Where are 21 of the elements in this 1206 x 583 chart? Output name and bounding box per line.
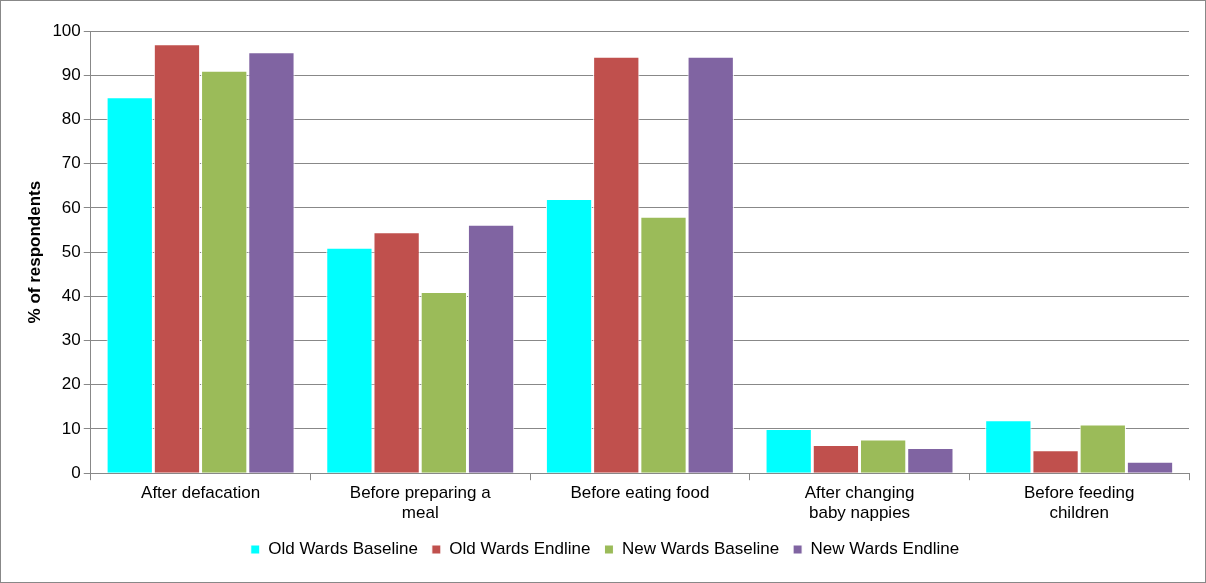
y-tick-label: 40 bbox=[61, 286, 81, 306]
y-tick-label: 30 bbox=[61, 330, 81, 350]
x-tick-label: Before feeding children bbox=[1023, 483, 1135, 523]
y-tick-label: 50 bbox=[61, 241, 81, 261]
x-tick-label: After changing baby nappies bbox=[804, 483, 915, 523]
y-tick-label: 60 bbox=[61, 197, 81, 217]
legend-label: New Wards Endline bbox=[810, 539, 960, 559]
y-tick-label: 100 bbox=[52, 20, 81, 40]
y-tick-label: 80 bbox=[61, 109, 81, 129]
y-tick-label: 20 bbox=[61, 374, 81, 394]
y-tick-label: 0 bbox=[71, 462, 81, 482]
y-tick-label: 10 bbox=[61, 418, 81, 438]
y-axis-title: % of respondents bbox=[24, 180, 44, 324]
y-tick-label: 90 bbox=[61, 64, 81, 84]
x-tick-label: After defacation bbox=[141, 483, 261, 503]
x-tick-label: Before preparing a meal bbox=[349, 483, 492, 523]
x-tick-label: Before eating food bbox=[570, 483, 710, 503]
legend-label: Old Wards Endline bbox=[449, 539, 591, 559]
legend-label: New Wards Baseline bbox=[621, 539, 780, 559]
legend-label: Old Wards Baseline bbox=[268, 539, 418, 559]
y-tick-label: 70 bbox=[61, 153, 81, 173]
